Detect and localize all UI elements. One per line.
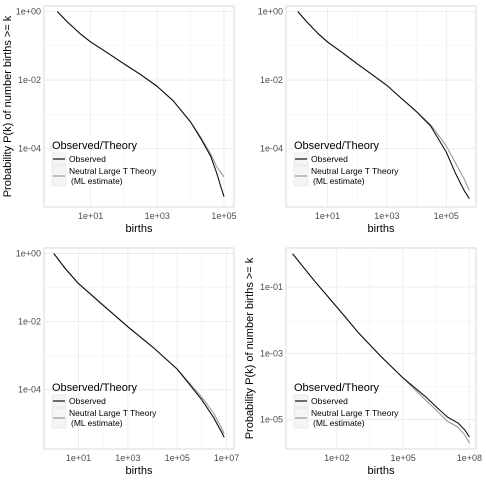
y-tick-label: 1e-04 xyxy=(260,144,283,154)
x-tick-label: 1e+05 xyxy=(211,211,236,221)
x-tick-label: 1e+03 xyxy=(115,453,140,463)
observed-line xyxy=(56,11,225,197)
legend-label-theory: Neutral Large T Theory xyxy=(69,408,157,418)
x-tick-label: 1e+05 xyxy=(165,453,190,463)
x-tick-label: 1e+05 xyxy=(390,453,415,463)
x-tick-label: 1e+01 xyxy=(66,453,91,463)
y-tick-label: 1e-02 xyxy=(18,75,41,85)
legend-label-theory: Neutral Large T Theory xyxy=(311,166,399,176)
x-tick-label: 1e+05 xyxy=(434,211,459,221)
x-axis-title: births xyxy=(368,465,395,477)
chart-panel-bottom-left: 1e+01 1e+03 1e+05 1e+07 1e+00 1e-02 1e-04 birth… xyxy=(16,247,239,477)
y-axis-title: Probability P(k) of number births >= k xyxy=(2,15,14,197)
x-axis-title: births xyxy=(368,223,395,235)
legend-label-theory-note: (ML estimate) xyxy=(71,418,123,428)
plot-area xyxy=(43,247,235,450)
x-tick-label: 1e+03 xyxy=(145,211,170,221)
chart-panel-bottom-right: 1e+02 1e+05 1e+08 1e-01 1e-03 1e-05 births Prob… xyxy=(244,247,482,477)
y-tick-label: 1e-04 xyxy=(18,144,41,154)
y-tick-label: 1e-01 xyxy=(260,282,283,292)
legend-title: Observed/Theory xyxy=(294,382,379,394)
legend-label-theory-note: (ML estimate) xyxy=(71,176,123,186)
plot-area xyxy=(43,5,235,208)
legend-label-observed: Observed xyxy=(311,396,348,406)
observed-line xyxy=(53,253,225,438)
observed-line xyxy=(297,11,470,199)
legend-label-theory: Neutral Large T Theory xyxy=(311,408,399,418)
legend-label-theory-note: (ML estimate) xyxy=(313,176,365,186)
legend-title: Observed/Theory xyxy=(294,140,379,152)
y-tick-label: 1e+00 xyxy=(258,7,283,17)
x-tick-label: 1e+07 xyxy=(214,453,239,463)
y-axis-title: Probability P(k) of number births >= k xyxy=(244,257,256,439)
y-tick-label: 1e+00 xyxy=(16,7,41,17)
x-axis-title: births xyxy=(126,223,153,235)
legend-label-observed: Observed xyxy=(69,396,106,406)
legend-label-observed: Observed xyxy=(311,154,348,164)
plot-area xyxy=(285,5,477,208)
x-tick-label: 1e+08 xyxy=(457,453,482,463)
legend-label-observed: Observed xyxy=(69,154,106,164)
legend-title: Observed/Theory xyxy=(52,382,137,394)
x-axis-title: births xyxy=(126,465,153,477)
x-tick-label: 1e+01 xyxy=(78,211,103,221)
x-tick-label: 1e+02 xyxy=(324,453,349,463)
x-tick-label: 1e+01 xyxy=(315,211,340,221)
y-tick-label: 1e-02 xyxy=(18,317,41,327)
y-tick-label: 1e-05 xyxy=(260,415,283,425)
chart-panel-top-left: 1e+01 1e+03 1e+05 1e+00 1e-02 1e-04 births Prob… xyxy=(2,5,237,235)
observed-line xyxy=(292,253,470,438)
legend-label-theory-note: (ML estimate) xyxy=(313,418,365,428)
y-tick-label: 1e-04 xyxy=(18,385,41,395)
legend-title: Observed/Theory xyxy=(52,140,137,152)
legend-label-theory: Neutral Large T Theory xyxy=(69,166,157,176)
x-tick-label: 1e+03 xyxy=(374,211,399,221)
y-tick-label: 1e+00 xyxy=(16,248,41,258)
chart-panel-top-right: 1e+01 1e+03 1e+05 1e+00 1e-02 1e-04 births Obse… xyxy=(258,5,477,235)
plot-area xyxy=(285,247,477,450)
y-tick-label: 1e-02 xyxy=(260,75,283,85)
y-tick-label: 1e-03 xyxy=(260,348,283,358)
